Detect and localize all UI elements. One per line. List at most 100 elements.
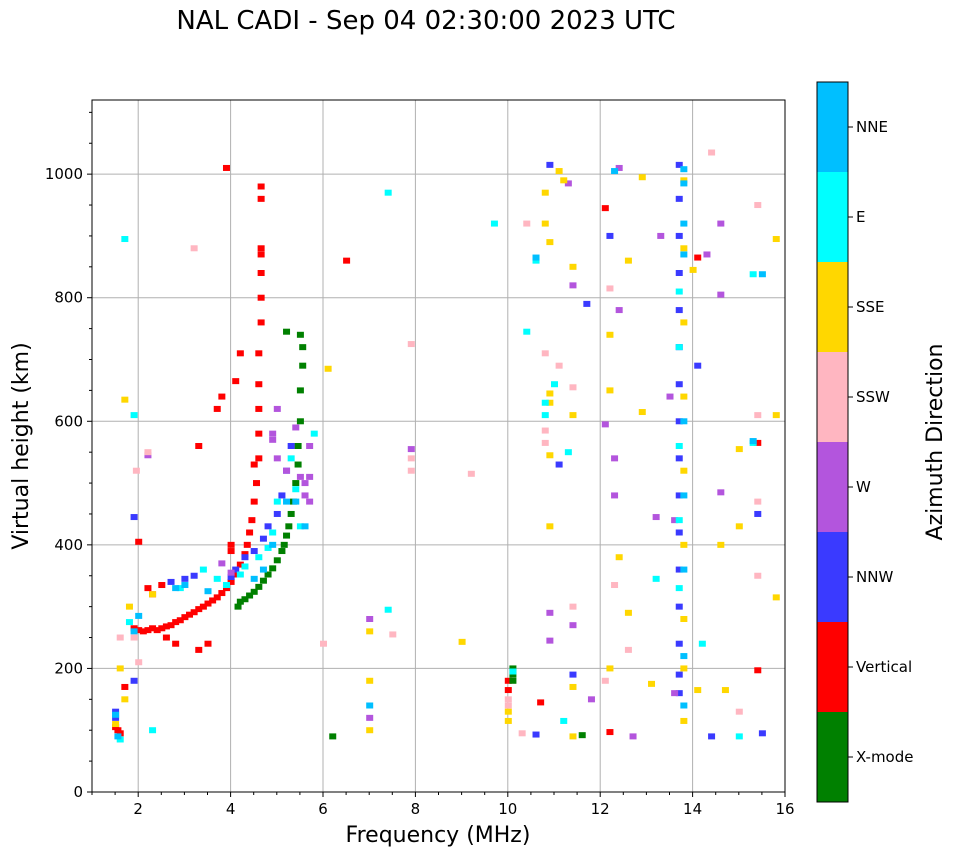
echo-point-vertical — [250, 461, 258, 468]
echo-point-vertical — [255, 430, 263, 437]
echo-point-w — [569, 622, 577, 629]
echo-point-vertical — [195, 606, 203, 613]
echo-point-sse — [149, 591, 157, 598]
echo-point-nne — [532, 254, 540, 261]
echo-point-nne — [749, 438, 757, 445]
echo-point-w — [306, 443, 314, 449]
echo-point-ssw — [389, 631, 397, 638]
echo-point-ssw — [407, 341, 415, 348]
echo-point-sse — [569, 683, 577, 690]
echo-point-nne — [680, 566, 688, 573]
echo-point-nnw — [583, 300, 591, 307]
echo-point-ssw — [190, 245, 198, 252]
echo-point-e — [490, 220, 498, 227]
echo-point-vertical — [232, 378, 240, 385]
echo-point-vertical — [186, 611, 194, 618]
echo-point-ssw — [130, 634, 138, 641]
echo-point-nnw — [227, 573, 235, 580]
echo-point-ssw — [132, 467, 140, 474]
data-layer — [112, 149, 780, 743]
echo-point-vertical — [504, 677, 512, 684]
x-tick-label: 8 — [411, 800, 421, 818]
echo-point-x-mode — [246, 592, 254, 599]
echo-point-ssw — [541, 439, 549, 446]
echo-point-nne — [301, 523, 309, 530]
echo-point-e — [149, 727, 157, 734]
echo-point-vertical — [158, 625, 166, 632]
echo-point-sse — [772, 236, 780, 243]
echo-point-ssw — [624, 646, 632, 653]
echo-point-ssw — [407, 455, 415, 462]
echo-point-nne — [259, 566, 267, 573]
y-tick-label: 600 — [54, 412, 83, 430]
echo-point-sse — [121, 696, 129, 703]
echo-point-x-mode — [578, 732, 586, 739]
echo-point-ssw — [754, 412, 762, 419]
echo-point-vertical — [250, 498, 258, 505]
echo-point-w — [301, 492, 309, 499]
echo-point-vertical — [209, 597, 217, 604]
echo-point-vertical — [204, 640, 212, 647]
echo-point-w — [611, 455, 619, 462]
echo-point-sse — [125, 603, 133, 610]
echo-point-x-mode — [280, 541, 288, 548]
echo-point-sse — [680, 616, 688, 622]
y-tick-label: 800 — [54, 289, 83, 307]
echo-point-nnw — [675, 161, 683, 168]
echo-point-w — [283, 467, 291, 474]
echo-point-nne — [680, 251, 688, 258]
echo-point-sse — [721, 687, 729, 694]
echo-point-sse — [772, 594, 780, 601]
colorbar-segment — [817, 622, 848, 712]
echo-point-nnw — [190, 572, 198, 579]
echo-point-ssw — [601, 677, 609, 684]
echo-point-vertical — [195, 646, 203, 653]
echo-point-w — [615, 307, 623, 314]
echo-point-nnw — [694, 362, 702, 369]
x-tick-label: 12 — [591, 800, 610, 818]
echo-point-w — [366, 714, 374, 721]
echo-point-vertical — [222, 585, 230, 592]
echo-point-sse — [680, 665, 688, 672]
echo-point-nne — [250, 575, 258, 582]
colorbar-segment — [817, 442, 848, 532]
echo-point-nne — [114, 733, 122, 740]
echo-point-vertical — [257, 270, 265, 276]
echo-point-e — [116, 736, 124, 743]
echo-point-nnw — [675, 671, 683, 678]
colorbar-tick-label: NNE — [856, 118, 888, 136]
echo-point-nnw — [675, 307, 683, 314]
echo-point-nnw — [112, 708, 120, 715]
echo-point-e — [564, 449, 572, 456]
echo-point-sse — [680, 717, 688, 724]
x-tick-label: 10 — [498, 800, 517, 818]
echo-point-e — [241, 563, 249, 570]
echo-point-ssw — [523, 220, 531, 227]
echo-point-e — [749, 271, 757, 278]
echo-point-nnw — [532, 731, 540, 738]
echo-point-sse — [546, 452, 554, 459]
echo-point-w — [296, 473, 304, 480]
echo-point-nnw — [232, 566, 240, 573]
echo-point-nne — [611, 168, 619, 175]
colorbar-segment — [817, 262, 848, 352]
echo-point-vertical — [114, 727, 122, 734]
echo-point-sse — [648, 680, 656, 687]
echo-point-vertical — [246, 529, 254, 536]
echo-point-ssw — [569, 384, 577, 391]
echo-point-w — [306, 498, 314, 505]
echo-point-sse — [680, 177, 688, 184]
echo-point-vertical — [181, 614, 189, 621]
echo-point-e — [213, 575, 221, 582]
echo-point-w — [717, 291, 725, 298]
echo-point-e — [199, 566, 207, 573]
echo-point-vertical — [135, 538, 143, 545]
echo-point-vertical — [606, 729, 614, 736]
echo-point-vertical — [227, 541, 235, 548]
echo-point-ssw — [116, 634, 124, 641]
echo-point-nnw — [675, 270, 683, 276]
echo-point-w — [564, 180, 572, 187]
echo-point-x-mode — [273, 557, 281, 564]
echo-point-x-mode — [241, 596, 249, 603]
echo-point-e — [296, 523, 304, 530]
